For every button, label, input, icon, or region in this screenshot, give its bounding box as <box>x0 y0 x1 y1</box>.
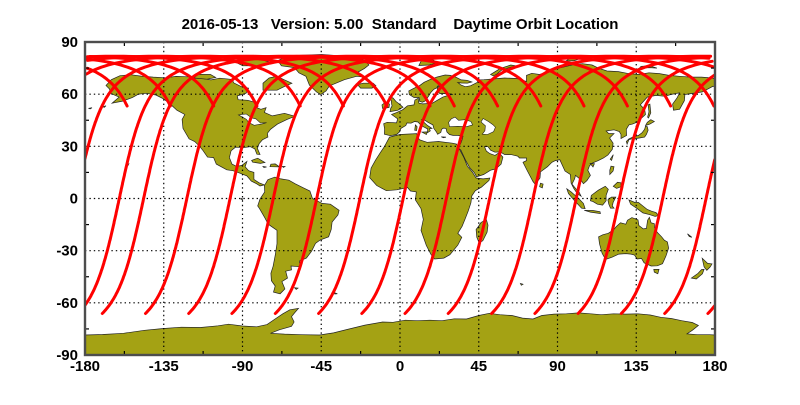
water-polygon-caspian-sea <box>480 118 496 135</box>
land-polygon-jamaica <box>262 166 267 168</box>
x-axis-tick-label: -135 <box>149 358 179 375</box>
orbit-track <box>533 55 711 315</box>
x-axis-tick-label: 90 <box>549 358 566 375</box>
x-axis-tick-label: -180 <box>70 358 100 375</box>
x-axis-tick-label: 45 <box>470 358 487 375</box>
orbit-track <box>85 54 389 160</box>
land-polygon-falklands <box>293 287 299 290</box>
land-polygon-borneo <box>590 185 609 206</box>
land-polygon-novaya-zemlya <box>489 64 517 77</box>
y-axis-tick-label: -90 <box>56 347 78 364</box>
land-polygon-crete <box>441 136 447 139</box>
land-polygon-cuba <box>251 157 266 164</box>
land-polygon-new-caledonia <box>687 233 693 238</box>
orbit-track <box>85 57 172 108</box>
y-axis-tick-label: 30 <box>61 138 78 155</box>
land-polygon-tasmania <box>653 269 660 275</box>
y-axis-tick-labels: 90 60 30 0 -30 -60 -90 <box>56 34 78 364</box>
x-axis-tick-label: 135 <box>624 358 649 375</box>
land-polygon-kerguelen <box>519 282 524 286</box>
world-map-lakes-seas <box>237 113 496 135</box>
orbit-ground-tracks <box>85 54 715 315</box>
land-polygon-new-zealand-north <box>701 257 713 271</box>
orbit-track <box>576 59 714 315</box>
orbit-track <box>663 158 715 315</box>
land-polygon-sardinia <box>414 124 418 131</box>
y-axis-tick-label: 0 <box>70 191 78 208</box>
land-polygon-sri-lanka <box>539 182 544 189</box>
land-polygon-sulawesi <box>607 196 617 209</box>
y-axis-tick-label: 60 <box>61 86 78 103</box>
land-polygon-hokkaido <box>644 119 656 127</box>
plot-border <box>83 40 717 357</box>
land-polygon-aleutians-east <box>101 105 107 108</box>
land-polygon-galapagos <box>240 197 244 201</box>
land-polygon-north-america <box>105 74 297 187</box>
x-axis-tick-label: 0 <box>396 358 404 375</box>
land-polygon-sakhalin <box>647 103 652 119</box>
x-axis-tick-label: -90 <box>232 358 254 375</box>
orbit-track <box>85 54 345 108</box>
land-polygon-new-zealand-south <box>690 268 705 280</box>
plot-title: 2016-05-13 Version: 5.00 Standard Daytim… <box>182 16 619 33</box>
orbit-track <box>403 54 715 315</box>
orbit-track <box>706 304 715 315</box>
y-axis-tick-label: 90 <box>61 34 78 51</box>
orbit-track <box>88 55 216 108</box>
y-axis-tick-label: -60 <box>56 295 78 312</box>
land-polygon-puerto-rico <box>281 166 287 168</box>
land-polygon-luzon <box>609 165 615 176</box>
land-polygon-south-america <box>257 176 340 295</box>
land-polygon-taiwan <box>609 154 614 162</box>
y-axis-tick-label: -30 <box>56 243 78 260</box>
x-axis-tick-label: -45 <box>310 358 332 375</box>
orbit-track <box>619 73 715 315</box>
land-polygon-java <box>584 209 601 215</box>
orbit-track <box>446 54 711 315</box>
orbit-track <box>490 54 713 315</box>
x-axis-tick-labels: -180 -135 -90 -45 0 45 90 135 180 <box>70 358 728 375</box>
land-polygon-hispaniola <box>269 163 281 168</box>
land-polygon-hainan <box>589 163 595 168</box>
land-polygon-new-guinea <box>628 199 660 217</box>
land-polygon-aleutians-west <box>88 107 93 110</box>
land-polygon-sicily <box>420 131 428 136</box>
x-axis-tick-label: 180 <box>702 358 727 375</box>
